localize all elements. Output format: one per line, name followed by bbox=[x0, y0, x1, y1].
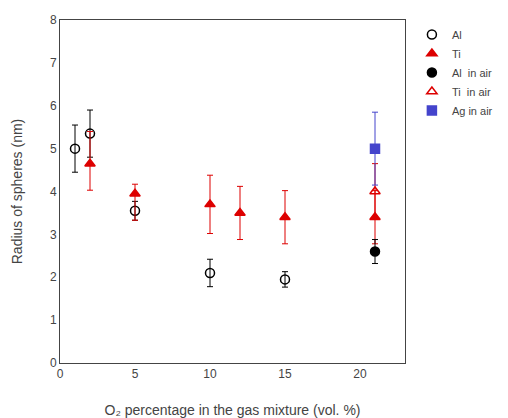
svg-text:Radius of spheres (nm): Radius of spheres (nm) bbox=[9, 119, 25, 265]
svg-text:0: 0 bbox=[57, 367, 64, 381]
svg-text:15: 15 bbox=[278, 367, 292, 381]
svg-text:0: 0 bbox=[50, 356, 57, 370]
svg-text:7: 7 bbox=[50, 56, 57, 70]
svg-text:Al in air: Al in air bbox=[452, 67, 492, 79]
svg-text:5: 5 bbox=[132, 367, 139, 381]
svg-text:Ti in air: Ti in air bbox=[452, 86, 491, 98]
svg-text:6: 6 bbox=[50, 99, 57, 113]
svg-text:3: 3 bbox=[50, 228, 57, 242]
svg-text:1: 1 bbox=[50, 313, 57, 327]
svg-text:O₂ percentage in the gas mixtu: O₂ percentage in the gas mixture (vol. %… bbox=[105, 402, 361, 418]
svg-text:10: 10 bbox=[203, 367, 217, 381]
svg-text:20: 20 bbox=[353, 367, 367, 381]
svg-text:2: 2 bbox=[50, 270, 57, 284]
svg-text:Al: Al bbox=[452, 29, 462, 41]
svg-text:8: 8 bbox=[50, 13, 57, 27]
svg-text:4: 4 bbox=[50, 185, 57, 199]
svg-text:5: 5 bbox=[50, 142, 57, 156]
svg-text:Ti: Ti bbox=[452, 48, 461, 60]
svg-text:Ag in air: Ag in air bbox=[452, 105, 493, 117]
